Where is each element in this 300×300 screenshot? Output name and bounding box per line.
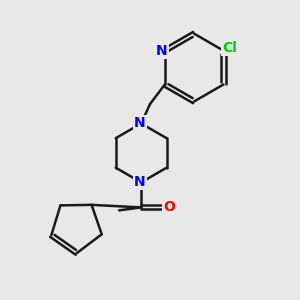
Text: N: N (134, 176, 146, 189)
Text: Cl: Cl (223, 41, 237, 55)
Text: N: N (156, 44, 168, 58)
Text: O: O (163, 200, 175, 214)
Text: N: N (134, 116, 146, 130)
